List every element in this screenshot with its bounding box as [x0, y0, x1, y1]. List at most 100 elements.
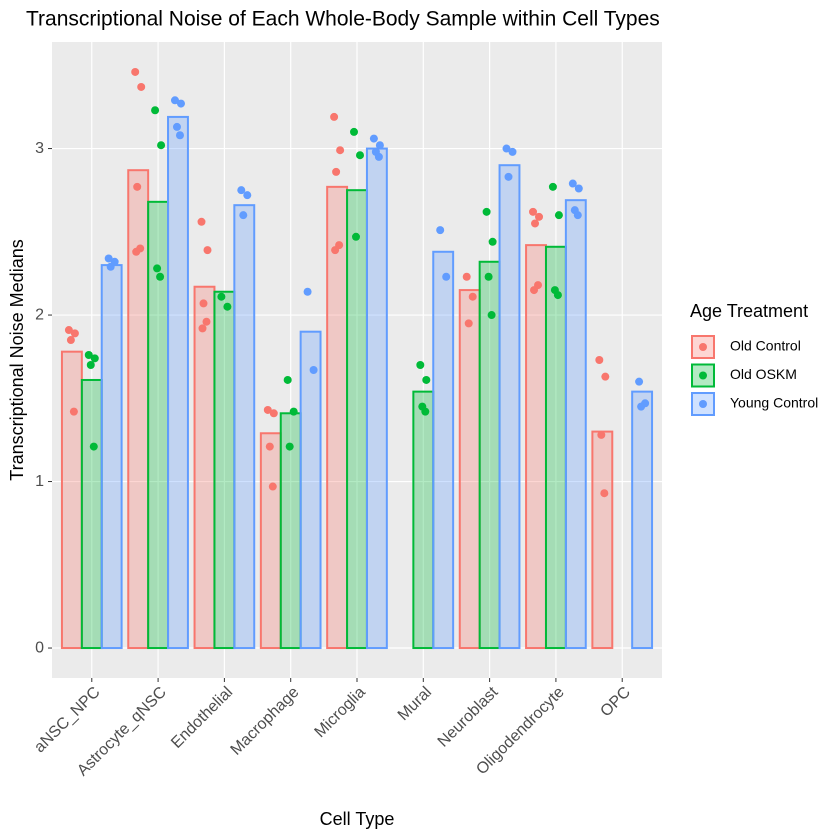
data-point [601, 372, 610, 381]
data-point [330, 112, 339, 121]
data-point [637, 402, 646, 411]
data-point [199, 299, 208, 308]
bar [60, 350, 83, 650]
bar [631, 390, 654, 650]
data-point [595, 356, 604, 364]
legend-title: Age Treatment [690, 301, 808, 321]
x-tick-label: Neuroblast [435, 683, 502, 750]
data-point [548, 182, 557, 191]
y-tick-label: 0 [35, 639, 44, 656]
data-point [151, 106, 160, 115]
x-tick-label: Endothelial [168, 684, 236, 752]
data-point [172, 122, 181, 131]
legend-label: Old OSKM [730, 366, 797, 382]
data-point [336, 146, 345, 155]
data-point [66, 336, 75, 345]
data-point [568, 179, 577, 188]
data-point [69, 407, 78, 416]
data-point [157, 141, 166, 150]
bar [233, 204, 256, 650]
data-point [554, 211, 563, 220]
data-point [442, 272, 451, 281]
y-tick-label: 3 [35, 140, 44, 157]
bar [412, 390, 435, 650]
data-point [332, 167, 341, 176]
data-point [573, 211, 582, 220]
data-point [269, 409, 278, 418]
bar [127, 169, 150, 650]
x-tick-label: Microglia [312, 684, 369, 741]
data-point [352, 232, 360, 241]
bar [100, 264, 123, 650]
data-point [374, 152, 383, 161]
data-point [600, 489, 609, 498]
data-point [197, 217, 206, 226]
legend-label: Young Control [730, 395, 818, 411]
data-point [421, 407, 430, 416]
bar [213, 290, 236, 650]
data-point [484, 272, 493, 281]
data-point [237, 186, 246, 195]
data-point [436, 226, 445, 235]
data-point [350, 127, 358, 136]
data-point [487, 311, 496, 320]
legend-key-point [699, 371, 707, 380]
data-point [153, 264, 162, 273]
bar [564, 199, 587, 650]
data-point [217, 292, 226, 301]
y-tick-label: 1 [35, 473, 44, 490]
data-point [106, 262, 115, 271]
bar [80, 378, 103, 650]
data-point [285, 442, 294, 451]
data-point [202, 317, 211, 326]
data-point [176, 99, 185, 108]
data-point [331, 246, 340, 255]
data-point [131, 67, 140, 76]
data-point [84, 351, 93, 360]
data-point [132, 247, 141, 256]
x-axis-label: Cell Type [320, 809, 395, 829]
x-tick-label: OPC [597, 684, 634, 721]
data-point [535, 212, 544, 221]
data-point [375, 141, 384, 150]
data-point [464, 319, 473, 328]
data-point [309, 365, 318, 374]
data-point [243, 191, 252, 200]
data-point [504, 172, 513, 181]
bar [326, 185, 349, 650]
data-point [268, 482, 277, 491]
data-point [303, 287, 312, 296]
data-point [635, 377, 644, 386]
data-point [104, 254, 113, 263]
data-point [553, 291, 562, 300]
bar [193, 285, 216, 650]
data-point [422, 375, 431, 384]
data-point [198, 324, 207, 333]
legend-key-point [699, 400, 707, 408]
data-point [223, 302, 232, 311]
bar [498, 164, 521, 650]
data-point [170, 96, 179, 105]
data-point [462, 272, 471, 281]
data-point [597, 430, 606, 439]
bar [259, 432, 282, 650]
bar [591, 430, 614, 650]
data-point [416, 360, 425, 369]
legend-key-point [699, 343, 707, 351]
data-point [263, 405, 272, 414]
bar [544, 245, 567, 650]
data-point [502, 144, 511, 153]
data-point [529, 207, 538, 216]
data-point [156, 272, 165, 281]
data-point [574, 184, 583, 193]
data-point [508, 147, 517, 156]
bar [346, 189, 368, 650]
bar [458, 289, 481, 650]
data-point [356, 151, 364, 160]
data-point [531, 219, 540, 228]
bar [167, 115, 189, 650]
data-point [86, 360, 95, 369]
data-point [289, 407, 298, 416]
data-point [468, 292, 477, 301]
